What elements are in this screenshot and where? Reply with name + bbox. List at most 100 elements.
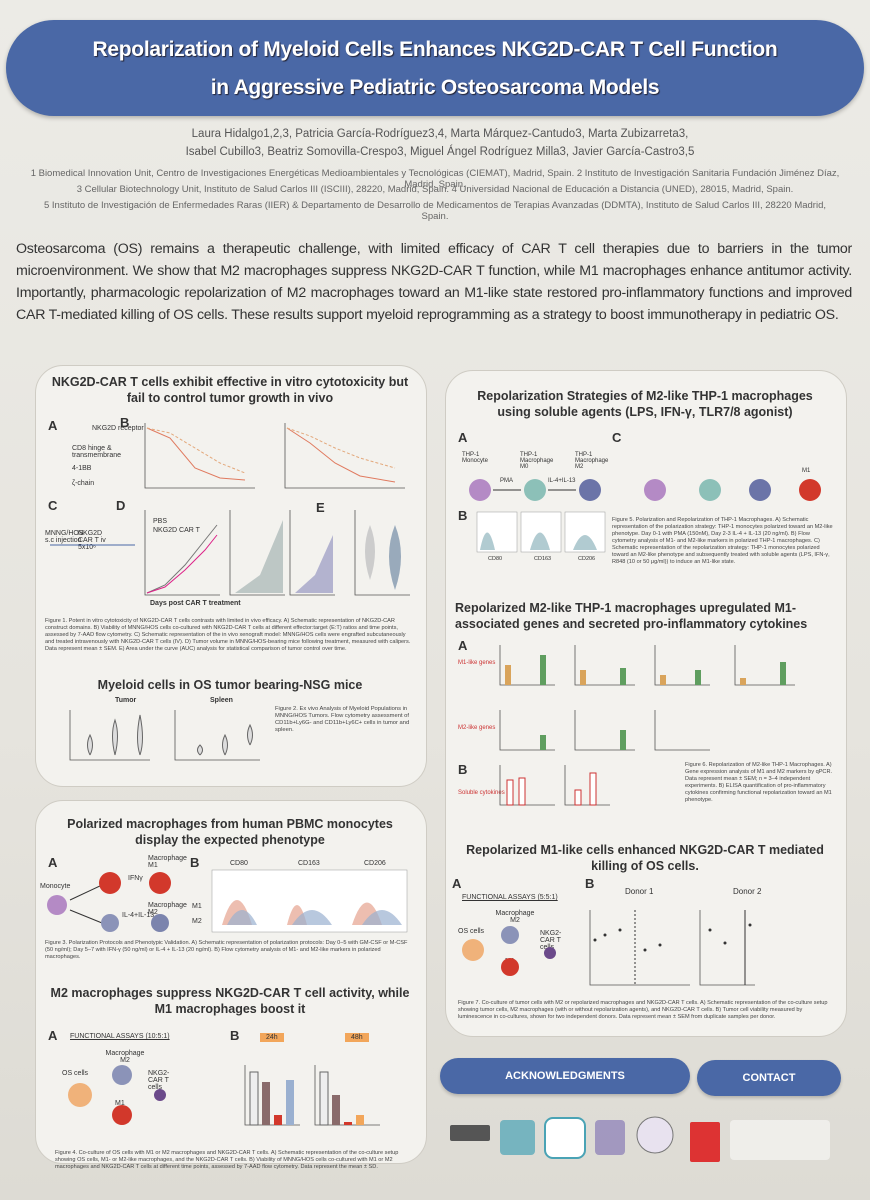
figure-shape	[620, 668, 626, 685]
figure-label: OS cells	[62, 1070, 89, 1077]
figure-shape	[780, 662, 786, 685]
legend-entry: NKG2D CAR T	[153, 527, 200, 534]
figure-shape	[249, 1071, 259, 1126]
section-title: Myeloid cells in OS tumor bearing-NSG mi…	[97, 678, 363, 692]
panel-label: E	[316, 500, 325, 515]
panel-label: B	[585, 876, 595, 891]
figure-label: NKG2-CAR T cells	[540, 930, 562, 951]
figure-label: IL-4+IL-13	[122, 912, 155, 919]
figure-shape	[544, 1117, 586, 1159]
figure-shape	[723, 941, 727, 945]
panel-label: B	[458, 762, 468, 777]
figure-shape	[500, 1120, 535, 1155]
figure-shape	[699, 479, 721, 501]
figure-shape	[286, 427, 396, 469]
figure-coculture	[68, 1065, 380, 1126]
figure-shape	[506, 772, 597, 806]
figure-label: NKG2-CAR T cells	[148, 1070, 170, 1091]
contact-button[interactable]: CONTACT	[697, 1060, 841, 1096]
logos	[450, 1116, 830, 1162]
figure-shape	[262, 1082, 270, 1125]
figure-shape	[501, 958, 519, 976]
figure-shape	[69, 884, 103, 924]
panel	[35, 800, 427, 1164]
figure-myeloid	[69, 710, 260, 761]
figure-shape	[144, 423, 405, 489]
authors: Laura Hidalgo1,2,3, Patricia García-Rodr…	[191, 128, 689, 140]
figure-shape	[389, 525, 401, 590]
figure-label: M2	[192, 918, 202, 925]
panel-label: A	[458, 430, 468, 445]
figure-caption: Figure 1. Potent in vitro cytotoxicity o…	[45, 618, 411, 652]
figure-shape	[235, 520, 283, 593]
figure-in-vivo	[50, 510, 410, 596]
figure-label: 24h	[260, 1033, 284, 1042]
figure-shape	[636, 1116, 674, 1154]
panel-label: D	[116, 498, 126, 513]
figure-shape	[579, 479, 601, 501]
affiliation: 1 Biomedical Innovation Unit, Centro de …	[30, 168, 840, 190]
figure-shape	[274, 1115, 282, 1125]
panel-label: C	[612, 430, 622, 445]
figure-shape	[356, 1115, 364, 1125]
affiliation: 5 Instituto de Investigación de Enfermed…	[43, 200, 827, 222]
figure-shape	[501, 926, 519, 944]
figure-label: Donor 1	[625, 887, 654, 896]
figure-shape	[506, 779, 514, 806]
figure-shape	[540, 655, 546, 685]
panel-label: A	[48, 1028, 58, 1043]
legend-entry: PBS	[153, 518, 168, 525]
figure-shape	[222, 900, 382, 925]
figure-label: CD8 hinge & transmembrane	[72, 445, 122, 459]
figure-shape	[690, 1122, 720, 1162]
title-banner	[6, 20, 864, 116]
figure-label: M1-like genes	[458, 660, 496, 666]
figure-polarization	[47, 869, 408, 933]
figure-shape	[99, 872, 121, 894]
figure-shape	[749, 479, 771, 501]
panel-label: B	[230, 1028, 240, 1043]
authors: Isabel Cubillo3, Beatriz Somovilla-Cresp…	[185, 146, 695, 158]
figure-shape	[469, 479, 491, 501]
figure-label: MNNG/HOS s.c injection	[45, 530, 84, 544]
figure-label: 48h	[345, 1033, 369, 1042]
panel-label: A	[452, 876, 462, 891]
figure-shape	[365, 525, 375, 580]
figure-killing	[462, 910, 755, 986]
figure-shape	[286, 1080, 294, 1125]
figure-label: FUNCTIONAL ASSAYS (10:5:1)	[70, 1033, 170, 1040]
figure-label: 4-1BB	[72, 465, 92, 472]
acknowledgments-button[interactable]: ACKNOWLEDGMENTS	[440, 1058, 690, 1094]
figure-label: Macrophage M1	[148, 855, 187, 869]
panel-label: B	[458, 508, 468, 523]
figure-shape	[87, 714, 143, 756]
figure-shape	[660, 675, 666, 685]
figure-caption: Figure 6. Repolarization of M2-like THP-…	[685, 762, 833, 803]
figure-shape	[595, 1120, 625, 1155]
figure-shape	[101, 914, 119, 932]
figure-genes	[499, 645, 795, 806]
figure-label: CD163	[534, 556, 552, 562]
figure-shape	[644, 479, 666, 501]
figure-shape	[740, 678, 746, 685]
figure-label: Soluble cytokines	[458, 790, 505, 796]
figure-label: ζ-chain	[72, 480, 95, 487]
figure-label: IFNγ	[128, 875, 143, 882]
figure-shape	[462, 939, 484, 961]
section-title: NKG2D-CAR T cells exhibit effective in v…	[51, 375, 409, 405]
poster-title: in Aggressive Pediatric Osteosarcoma Mod…	[210, 76, 660, 99]
figure-shape	[47, 895, 67, 915]
figure-label: THP-1 Macrophage M0	[520, 452, 554, 470]
figure-shape	[540, 735, 546, 750]
section-title: M2 macrophages suppress NKG2D-CAR T cell…	[50, 986, 410, 1016]
figure-shape	[146, 534, 218, 594]
figure-caption: Figure 2. Ex vivo Analysis of Myeloid Po…	[275, 706, 410, 733]
figure-shape	[580, 670, 586, 685]
figure-shape	[520, 511, 562, 553]
figure-shape	[620, 730, 626, 750]
figure-shape	[518, 777, 526, 806]
figure-shape	[332, 1095, 340, 1125]
figure-shape	[154, 1089, 166, 1101]
section-title: Repolarization Strategies of M2-like THP…	[477, 389, 813, 419]
abstract: Osteosarcoma (OS) remains a therapeutic …	[16, 241, 852, 323]
